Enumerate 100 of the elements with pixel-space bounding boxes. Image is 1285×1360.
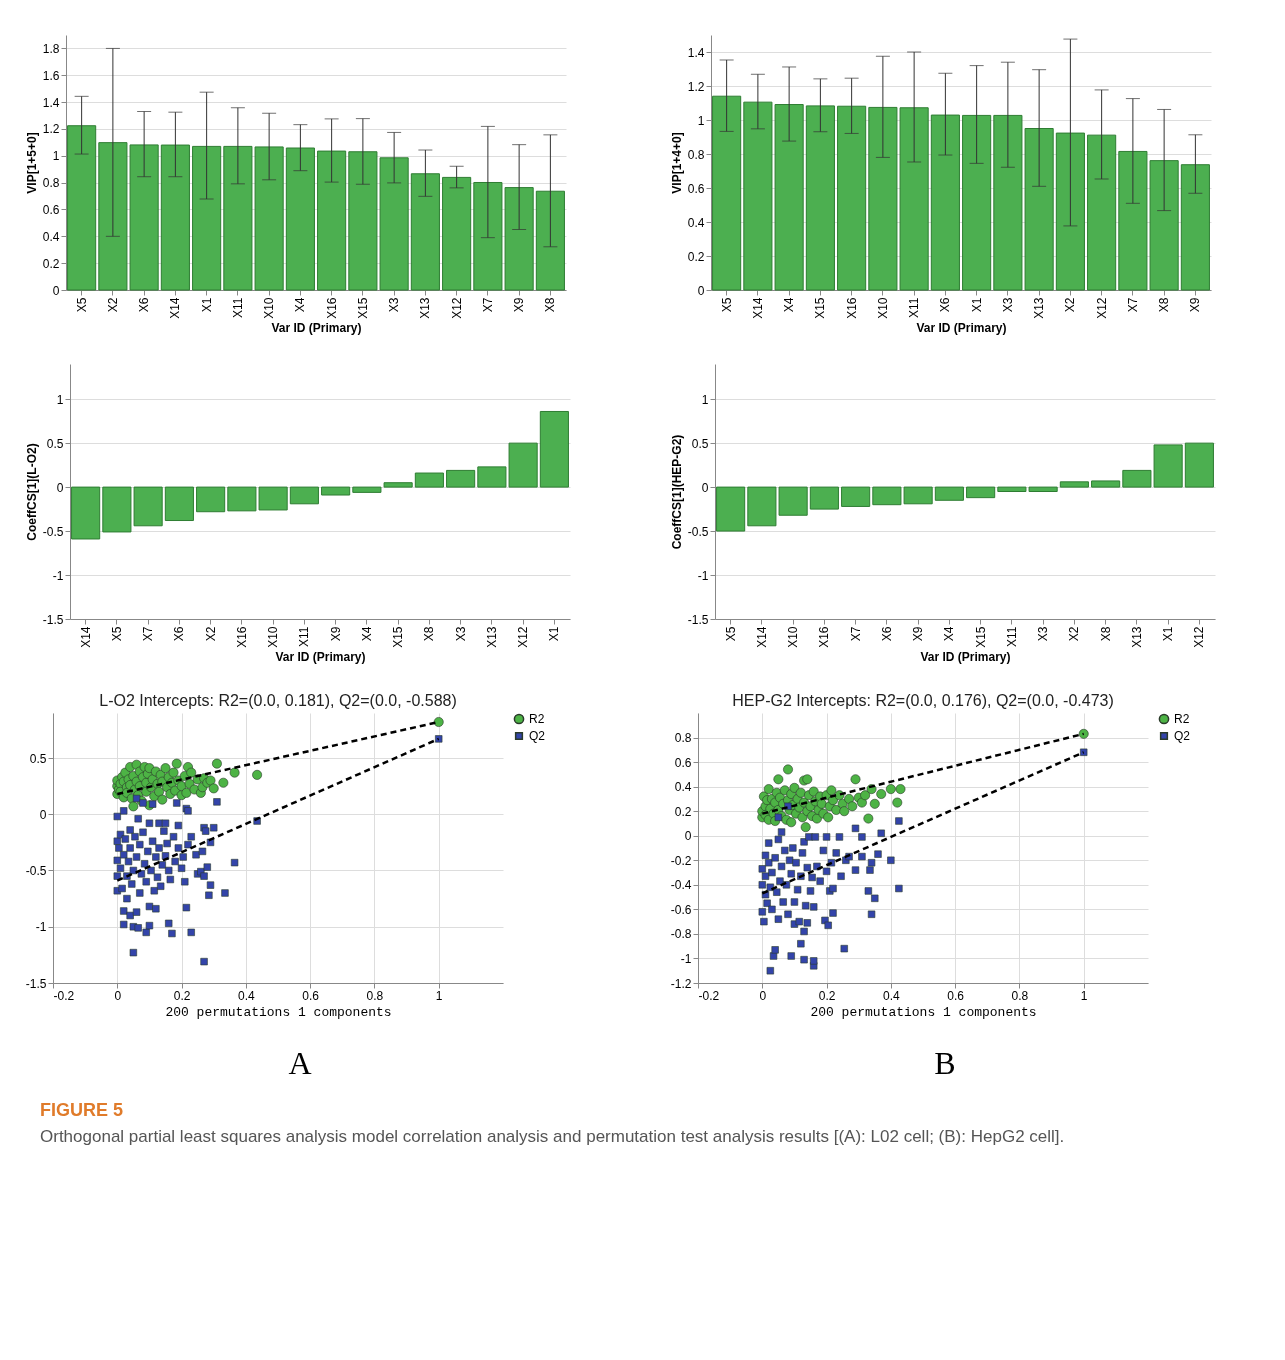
x-tick-label: 0 (114, 988, 122, 1003)
bar (196, 486, 226, 513)
x-tick-label: X9 (328, 626, 343, 642)
y-tick-label: -1 (35, 920, 47, 935)
x-tick-label: X15 (355, 297, 370, 319)
x-tick-label: X6 (172, 626, 187, 642)
x-tick-label: X8 (1098, 626, 1113, 642)
x-tick-label: X8 (543, 297, 558, 313)
bar (67, 125, 97, 291)
bar (712, 95, 742, 291)
x-tick-label: X1 (547, 626, 562, 642)
bar (317, 150, 347, 291)
y-tick-label: 0.4 (687, 215, 705, 230)
bar (164, 486, 194, 522)
x-tick-label: X6 (938, 297, 953, 313)
y-axis-title: VIP[1+5+0] (24, 132, 39, 194)
y-tick-label: -1.5 (25, 976, 47, 991)
y-tick-label: 0.8 (42, 176, 60, 191)
bar (716, 486, 746, 532)
x-tick-label: X1 (1161, 626, 1176, 642)
x-tick-label: X2 (203, 626, 218, 642)
x-tick-label: X16 (844, 297, 859, 319)
x-tick-label: X7 (848, 626, 863, 642)
x-tick-label: 0.2 (818, 988, 836, 1003)
x-tick-label: X4 (359, 626, 374, 642)
x-tick-label: X5 (723, 626, 738, 642)
caption: FIGURE 5 (40, 1100, 124, 1121)
x-tick-label: X16 (234, 626, 249, 648)
bar (160, 144, 190, 291)
y-tick-label: 1 (697, 113, 705, 128)
x-tick-label: 0.6 (947, 988, 965, 1003)
x-tick-label: X8 (1157, 297, 1172, 313)
x-tick-label: X13 (418, 297, 433, 319)
y-tick-label: -0.5 (25, 864, 47, 878)
bar (539, 410, 569, 488)
y-tick-label: 0 (697, 283, 705, 298)
x-tick-label: X13 (484, 626, 499, 648)
x-tick-label: X4 (293, 297, 308, 313)
y-tick-label: 0.8 (687, 147, 705, 162)
x-tick-label: 0 (759, 988, 767, 1003)
y-tick-label: 0.4 (674, 780, 692, 795)
legend-label: Q2 (1174, 729, 1191, 743)
x-tick-label: X12 (449, 297, 464, 319)
x-tick-label: X12 (1094, 297, 1109, 319)
x-tick-label: X5 (719, 297, 734, 313)
x-tick-label: X12 (516, 626, 531, 648)
x-tick-label: X10 (262, 297, 277, 319)
x-tick-label: X14 (78, 626, 93, 648)
x-tick-label: X9 (911, 626, 926, 642)
x-tick-label: X6 (137, 297, 152, 313)
x-tick-label: X16 (324, 297, 339, 319)
chart-title: L-O2 Intercepts: R2=(0.0, 0.181), Q2=(0.0, -0.588) (99, 692, 457, 709)
text: A (287, 1045, 313, 1082)
y-tick-label: 1.4 (42, 95, 60, 110)
x-tick-label: X10 (786, 626, 801, 648)
x-tick-label: 0.8 (1011, 988, 1029, 1003)
y-tick-label: 1.2 (42, 122, 60, 137)
x-axis-title: Var ID (Primary) (920, 649, 1011, 664)
x-tick-label: X8 (422, 626, 437, 642)
y-tick-label: 0 (39, 807, 47, 822)
y-tick-label: 0 (684, 829, 692, 844)
y-tick-label: 0 (701, 480, 709, 495)
bar (837, 105, 867, 291)
y-tick-label: 0.5 (29, 751, 47, 766)
x-tick-label: X3 (387, 297, 402, 313)
x-tick-label: X9 (1188, 297, 1203, 313)
x-tick-label: X11 (907, 297, 922, 318)
x-tick-label: X14 (754, 626, 769, 648)
y-tick-label: 0.5 (691, 436, 709, 451)
x-tick-label: 0.6 (302, 988, 320, 1003)
y-tick-label: 0.6 (674, 755, 692, 770)
x-tick-label: X5 (109, 626, 124, 642)
x-tick-label: X2 (1067, 626, 1082, 642)
legend-label: R2 (529, 712, 545, 726)
x-tick-label: 0.8 (366, 988, 384, 1003)
bar (966, 486, 996, 499)
bar (410, 173, 440, 291)
text: Orthogonal partial least squares analysis model correlation analysis and permutation test analysis results [(A): L02 cell; (B): HepG2 cell]. (40, 1127, 1066, 1147)
x-tick-label: X15 (813, 297, 828, 319)
y-tick-label: -1 (52, 568, 64, 583)
x-tick-label: X10 (875, 297, 890, 319)
bar (1087, 134, 1117, 291)
y-axis-title: VIP[1+4+0] (669, 132, 684, 194)
x-tick-label: X16 (817, 626, 832, 648)
bar (289, 486, 319, 505)
y-tick-label: 0.2 (674, 804, 692, 819)
legend-label: Q2 (529, 729, 546, 743)
x-tick-label: X14 (750, 297, 765, 319)
x-tick-label: X3 (453, 626, 468, 642)
bar (321, 486, 351, 496)
x-tick-label: X2 (1063, 297, 1078, 313)
x-tick-label: X3 (1036, 626, 1051, 642)
x-tick-label: 1 (435, 988, 443, 1003)
x-tick-label: 0.4 (883, 988, 901, 1003)
y-tick-label: -0.6 (670, 902, 692, 917)
y-tick-label: -0.5 (42, 524, 64, 539)
x-tick-label: X4 (782, 297, 797, 313)
bar (71, 486, 101, 540)
x-tick-label: X15 (391, 626, 406, 648)
bar (1184, 442, 1214, 488)
